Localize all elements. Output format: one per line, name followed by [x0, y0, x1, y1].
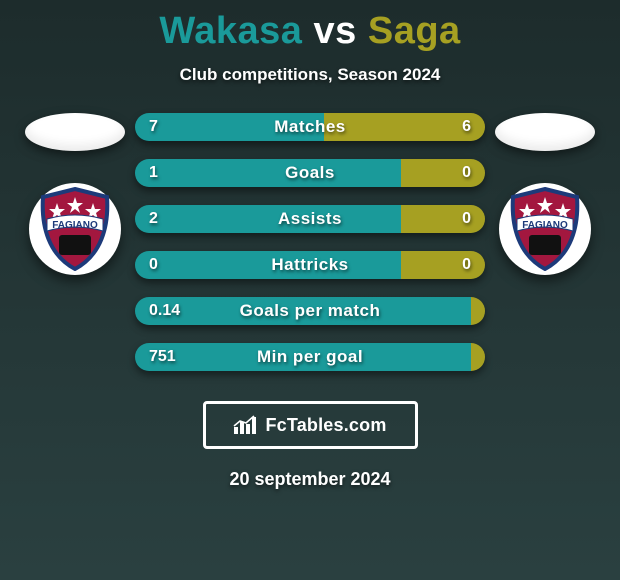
player2-name: Saga [368, 10, 461, 52]
stat-bar: Hattricks0 0 [135, 251, 485, 279]
stat-bar: Matches7 6 [135, 113, 485, 141]
subtitle: Club competitions, Season 2024 [180, 65, 441, 85]
crest-graphic: FAGIANO [37, 187, 113, 271]
bar-right-value: 0 [462, 205, 471, 233]
bar-label: Matches [135, 113, 485, 141]
svg-text:FAGIANO: FAGIANO [52, 220, 98, 231]
right-flag [495, 113, 595, 151]
bar-label: Assists [135, 205, 485, 233]
right-column: FAGIANO [485, 113, 605, 275]
bar-label: Goals [135, 159, 485, 187]
stat-bar: Goals per match0.14 [135, 297, 485, 325]
left-crest: FAGIANO [29, 183, 121, 275]
bar-right-value: 0 [462, 251, 471, 279]
brand-box[interactable]: FcTables.com [203, 401, 418, 449]
bar-left-value: 1 [149, 159, 158, 187]
bar-left-value: 7 [149, 113, 158, 141]
shield-icon: FAGIANO [37, 187, 113, 271]
bar-left-value: 0.14 [149, 297, 180, 325]
bar-left-value: 751 [149, 343, 176, 371]
bar-label: Min per goal [135, 343, 485, 371]
stat-bar: Min per goal751 [135, 343, 485, 371]
stats-card: Wakasa vs Saga Club competitions, Season… [0, 0, 620, 580]
bar-right-value: 6 [462, 113, 471, 141]
vs-label: vs [314, 10, 357, 52]
left-flag [25, 113, 125, 151]
brand-text: FcTables.com [265, 415, 386, 436]
shield-icon: FAGIANO [507, 187, 583, 271]
right-crest: FAGIANO [499, 183, 591, 275]
stat-bar: Goals1 0 [135, 159, 485, 187]
player1-name: Wakasa [159, 10, 302, 52]
bar-right-value: 0 [462, 159, 471, 187]
left-column: FAGIANO [15, 113, 135, 275]
bar-chart-icon [233, 415, 259, 435]
content-row: FAGIANO Matches76Goals10Assists20Hattric… [0, 113, 620, 371]
date-label: 20 september 2024 [229, 469, 390, 490]
crest-graphic: FAGIANO [507, 187, 583, 271]
bar-left-value: 2 [149, 205, 158, 233]
stat-bar: Assists2 0 [135, 205, 485, 233]
card-title: Wakasa vs Saga [159, 10, 460, 53]
bar-left-value: 0 [149, 251, 158, 279]
bar-label: Hattricks [135, 251, 485, 279]
stats-bars: Matches76Goals10Assists20Hattricks00Goal… [135, 113, 485, 371]
svg-text:FAGIANO: FAGIANO [522, 220, 568, 231]
bar-label: Goals per match [135, 297, 485, 325]
